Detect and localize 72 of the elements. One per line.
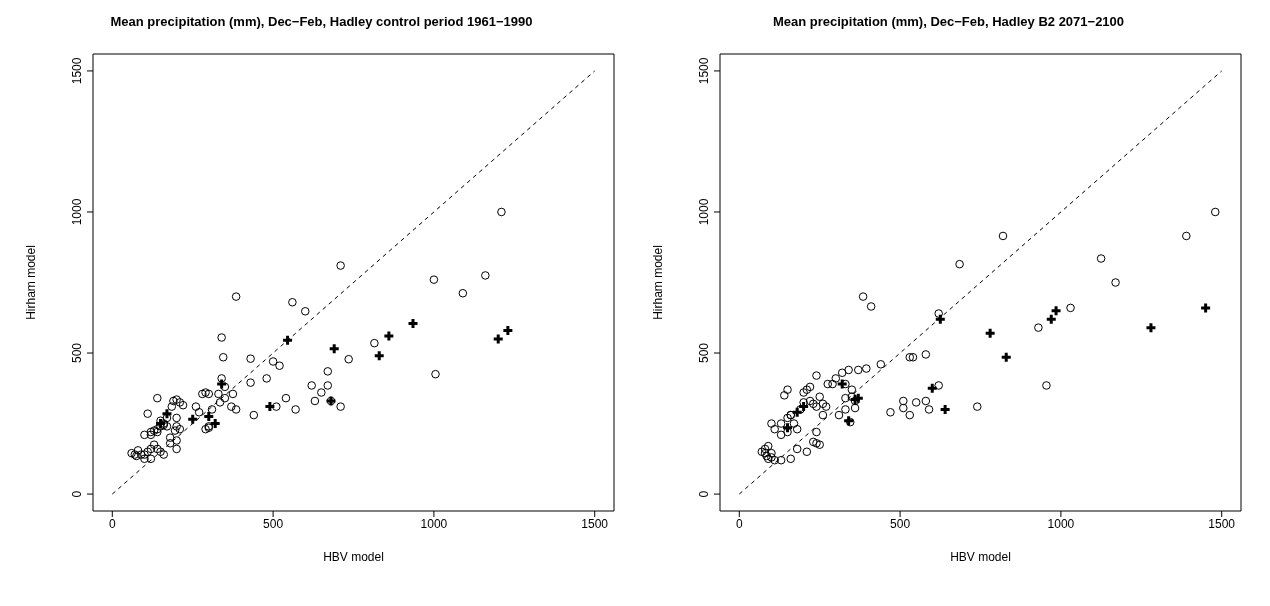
point bbox=[188, 414, 198, 424]
point bbox=[384, 331, 394, 341]
x-tick-label: 1000 bbox=[420, 516, 448, 531]
point bbox=[246, 354, 255, 363]
point bbox=[1001, 352, 1011, 362]
y-tick-label: 1000 bbox=[697, 198, 711, 226]
y-axis-title: Hirham model bbox=[24, 245, 39, 320]
y-tick-label: 500 bbox=[697, 342, 711, 364]
point bbox=[823, 379, 833, 389]
y-tick-label: 1500 bbox=[697, 57, 711, 85]
point bbox=[167, 402, 177, 411]
point bbox=[1146, 323, 1156, 333]
point bbox=[783, 423, 793, 433]
point bbox=[336, 261, 345, 270]
point bbox=[146, 454, 156, 464]
point bbox=[265, 402, 275, 412]
x-tick-label: 1500 bbox=[1208, 516, 1236, 531]
point bbox=[955, 259, 964, 269]
point bbox=[204, 412, 214, 421]
point bbox=[927, 383, 937, 393]
point bbox=[172, 413, 181, 423]
point bbox=[153, 427, 162, 437]
point bbox=[850, 403, 860, 413]
y-tick-label: 500 bbox=[70, 342, 84, 364]
y-tick-label: 0 bbox=[70, 490, 84, 498]
point bbox=[1046, 314, 1056, 324]
point bbox=[408, 318, 418, 328]
point bbox=[767, 448, 776, 458]
y-axis-title: Hirham model bbox=[651, 245, 666, 320]
point bbox=[1051, 306, 1061, 316]
point bbox=[374, 351, 384, 361]
point bbox=[162, 409, 172, 419]
x-tick-label: 500 bbox=[263, 516, 284, 531]
point bbox=[812, 439, 821, 448]
point bbox=[899, 403, 908, 413]
y-tick-label: 1500 bbox=[70, 57, 84, 85]
point bbox=[283, 335, 293, 345]
x-tick-label: 0 bbox=[735, 516, 743, 531]
point bbox=[329, 344, 339, 354]
chart-title: Mean precipitation (mm), Dec−Feb, Hadley control period 1961−1990 bbox=[109, 14, 534, 29]
point bbox=[935, 314, 945, 324]
point bbox=[172, 444, 181, 454]
point bbox=[998, 231, 1008, 241]
point bbox=[288, 297, 297, 307]
chart-title: Mean precipitation (mm), Dec−Feb, Hadley B2 2071−2100 bbox=[771, 14, 1126, 29]
point bbox=[227, 402, 236, 411]
point bbox=[272, 402, 281, 411]
x-tick-label: 1500 bbox=[581, 516, 609, 531]
point bbox=[792, 407, 802, 417]
point bbox=[132, 451, 141, 461]
point bbox=[837, 379, 847, 389]
y-tick-label: 0 bbox=[697, 490, 711, 498]
x-tick-label: 500 bbox=[890, 516, 911, 531]
point bbox=[1201, 303, 1211, 313]
point bbox=[808, 437, 818, 447]
point bbox=[178, 400, 188, 410]
y-tick-label: 1000 bbox=[70, 198, 84, 226]
x-tick-label: 0 bbox=[108, 516, 116, 531]
point bbox=[503, 325, 513, 335]
point bbox=[783, 413, 792, 423]
point bbox=[985, 328, 995, 338]
point bbox=[862, 364, 871, 373]
point bbox=[786, 454, 796, 464]
point bbox=[204, 423, 214, 433]
point bbox=[940, 404, 950, 414]
x-axis-title: HBV model bbox=[323, 550, 384, 564]
point bbox=[799, 402, 809, 412]
point bbox=[210, 419, 220, 429]
point bbox=[493, 334, 503, 344]
x-axis-title: HBV model bbox=[950, 550, 1011, 564]
point bbox=[786, 410, 796, 420]
x-tick-label: 1000 bbox=[1047, 516, 1075, 531]
